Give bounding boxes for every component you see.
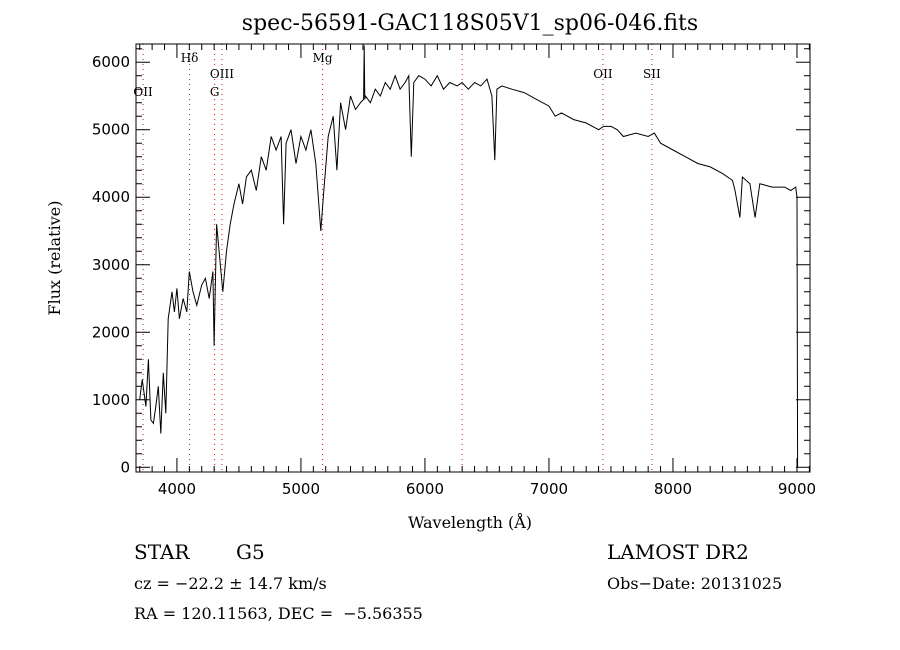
coordinates: RA = 120.11563, DEC = −5.56355 [134, 604, 423, 623]
x-tick-label: 6000 [406, 480, 444, 498]
redshift-cz: cz = −22.2 ± 14.7 km/s [134, 574, 327, 593]
x-tick-label: 8000 [654, 480, 692, 498]
y-tick-label: 1000 [92, 391, 130, 409]
y-tick-label: 4000 [92, 188, 130, 206]
chart-title: spec-56591-GAC118S05V1_sp06-046.fits [242, 11, 698, 36]
x-tick-label: 7000 [530, 480, 568, 498]
x-tick-label: 9000 [778, 480, 816, 498]
spectrum-line [139, 45, 799, 468]
survey-name: LAMOST DR2 [607, 540, 749, 564]
x-tick-label: 4000 [158, 480, 196, 498]
line-markers: OII Hδ G OIII Mg OII SII [133, 44, 661, 472]
y-tick-label: 6000 [92, 53, 130, 71]
line-marker-label: OIII [210, 67, 234, 81]
line-marker-label: Mg [313, 51, 333, 65]
y-tick-label: 0 [120, 458, 130, 476]
line-marker-label: OII [133, 85, 153, 99]
line-marker-label: OII [593, 67, 613, 81]
y-tick-label: 2000 [92, 323, 130, 341]
y-tick-label: 5000 [92, 121, 130, 139]
x-axis-label: Wavelength (Å) [408, 512, 532, 532]
y-tick-label: 3000 [92, 256, 130, 274]
x-tick-label: 5000 [282, 480, 320, 498]
line-marker-label: SII [643, 67, 661, 81]
line-marker-label: Hδ [181, 51, 199, 65]
object-subclass: G5 [236, 540, 265, 564]
obs-date: Obs−Date: 20131025 [607, 574, 783, 593]
y-axis-label: Flux (relative) [45, 201, 64, 316]
line-marker-label: G [210, 85, 220, 99]
axes: 4000 5000 6000 7000 8000 9000 0 1000 2000 3000 400… [92, 44, 816, 498]
object-class: STAR [134, 540, 190, 564]
plot-frame [135, 43, 811, 473]
